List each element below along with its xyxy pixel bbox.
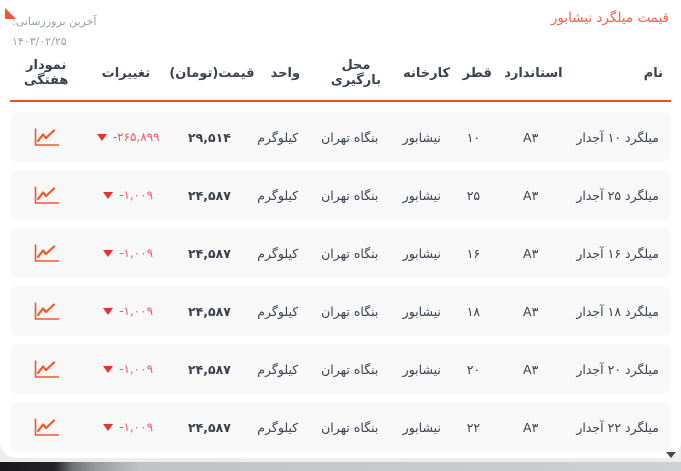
price-table: نام استاندارد قطر کارخانه محل بارگیری وا… <box>10 58 671 452</box>
line-chart-icon[interactable] <box>33 127 60 148</box>
bottom-strip <box>0 462 681 471</box>
table-row: میلگرد ۱۸ آجدار A۳ ۱۸ نیشابور بنگاه تهرا… <box>10 286 671 336</box>
table-row: میلگرد ۲۲ آجدار A۳ ۲۲ نیشابور بنگاه تهرا… <box>10 402 671 452</box>
cell-factory: نیشابور <box>402 303 441 319</box>
cell-price: ۲۴,۵۸۷ <box>187 245 231 261</box>
page-title: قیمت میلگرد نیشابور <box>550 10 669 26</box>
cell-standard: A۳ <box>523 245 539 261</box>
scroll-down-arrow-icon[interactable] <box>666 452 676 458</box>
cell-name: میلگرد ۱۰ آجدار <box>576 129 659 145</box>
cell-diameter: ۱۶ <box>466 245 481 261</box>
cell-diameter: ۱۰ <box>466 129 481 145</box>
header-price: قیمت(تومان) <box>169 65 255 81</box>
cell-standard: A۳ <box>523 419 539 435</box>
price-table-card: قیمت میلگرد نیشابور آخرین بروزرسانی: ۱۴۰… <box>0 0 681 458</box>
line-chart-icon[interactable] <box>33 359 60 380</box>
cell-chart <box>10 127 84 148</box>
header-standard: استاندارد <box>504 65 563 81</box>
cell-unit: کیلوگرم <box>257 187 299 203</box>
cell-factory: نیشابور <box>402 129 441 145</box>
cell-loading: بنگاه تهران <box>321 303 379 319</box>
cell-change: -۱,۰۰۹ <box>84 362 173 376</box>
table-row: میلگرد ۱۰ آجدار A۳ ۱۰ نیشابور بنگاه تهرا… <box>10 112 671 162</box>
cell-diameter: ۱۸ <box>466 303 481 319</box>
table-row: میلگرد ۱۶ آجدار A۳ ۱۶ نیشابور بنگاه تهرا… <box>10 228 671 278</box>
header-change: تغییرات <box>101 65 151 81</box>
line-chart-icon[interactable] <box>33 301 60 322</box>
cell-name: میلگرد ۱۶ آجدار <box>576 245 659 261</box>
cell-factory: نیشابور <box>402 245 441 261</box>
change-value: -۲۶۵,۸۹۹ <box>112 130 160 144</box>
cell-standard: A۳ <box>523 129 539 145</box>
last-update-label: آخرین بروزرسانی: <box>12 15 97 28</box>
cell-unit: کیلوگرم <box>257 129 299 145</box>
cell-factory: نیشابور <box>402 187 441 203</box>
cell-price: ۲۹,۵۱۴ <box>187 129 231 145</box>
cell-name: میلگرد ۲۲ آجدار <box>576 419 659 435</box>
cell-diameter: ۲۲ <box>466 419 481 435</box>
cell-chart <box>10 243 84 264</box>
change-value: -۱,۰۰۹ <box>119 420 154 434</box>
cell-loading: بنگاه تهران <box>321 129 379 145</box>
triangle-down-icon <box>103 191 114 199</box>
triangle-down-icon <box>103 423 114 431</box>
cell-change: -۱,۰۰۹ <box>84 304 173 318</box>
last-update-date: ۱۴۰۳/۰۲/۲۵ <box>12 34 67 48</box>
cell-name: میلگرد ۲۵ آجدار <box>576 187 659 203</box>
cell-unit: کیلوگرم <box>257 361 299 377</box>
cell-price: ۲۴,۵۸۷ <box>187 419 231 435</box>
cell-standard: A۳ <box>523 303 539 319</box>
cell-unit: کیلوگرم <box>257 303 299 319</box>
table-body: میلگرد ۱۰ آجدار A۳ ۱۰ نیشابور بنگاه تهرا… <box>10 112 671 452</box>
cell-change: -۱,۰۰۹ <box>84 420 173 434</box>
change-value: -۱,۰۰۹ <box>119 188 154 202</box>
cell-unit: کیلوگرم <box>257 245 299 261</box>
cell-standard: A۳ <box>523 361 539 377</box>
change-value: -۱,۰۰۹ <box>119 362 154 376</box>
cell-chart <box>10 359 84 380</box>
cell-chart <box>10 417 84 438</box>
corner-ribbon-icon <box>5 8 16 19</box>
table-row: میلگرد ۲۰ آجدار A۳ ۲۰ نیشابور بنگاه تهرا… <box>10 344 671 394</box>
header-unit: واحد <box>270 65 301 81</box>
cell-name: میلگرد ۱۸ آجدار <box>576 303 659 319</box>
line-chart-icon[interactable] <box>33 185 60 206</box>
change-value: -۱,۰۰۹ <box>119 246 154 260</box>
cell-price: ۲۴,۵۸۷ <box>187 303 231 319</box>
cell-name: میلگرد ۲۰ آجدار <box>576 361 659 377</box>
cell-chart <box>10 185 84 206</box>
cell-price: ۲۴,۵۸۷ <box>187 187 231 203</box>
cell-diameter: ۲۵ <box>466 187 481 203</box>
cell-change: -۱,۰۰۹ <box>84 246 173 260</box>
header-factory: کارخانه <box>403 65 451 81</box>
cell-change: -۲۶۵,۸۹۹ <box>84 130 173 144</box>
header-name: نام <box>643 65 663 81</box>
line-chart-icon[interactable] <box>33 243 60 264</box>
cell-unit: کیلوگرم <box>257 419 299 435</box>
table-header-row: نام استاندارد قطر کارخانه محل بارگیری وا… <box>10 58 671 102</box>
cell-change: -۱,۰۰۹ <box>84 188 173 202</box>
cell-price: ۲۴,۵۸۷ <box>187 361 231 377</box>
cell-loading: بنگاه تهران <box>321 245 379 261</box>
cell-factory: نیشابور <box>402 361 441 377</box>
cell-loading: بنگاه تهران <box>321 187 379 203</box>
cell-chart <box>10 301 84 322</box>
line-chart-icon[interactable] <box>33 417 60 438</box>
cell-loading: بنگاه تهران <box>321 361 379 377</box>
cell-loading: بنگاه تهران <box>321 419 379 435</box>
cell-standard: A۳ <box>523 187 539 203</box>
table-row: میلگرد ۲۵ آجدار A۳ ۲۵ نیشابور بنگاه تهرا… <box>10 170 671 220</box>
last-update: آخرین بروزرسانی: ۱۴۰۳/۰۲/۲۵ <box>12 12 96 52</box>
triangle-down-icon <box>103 249 114 257</box>
triangle-down-icon <box>103 307 114 315</box>
header-weekly-chart: نمودار هفتگی <box>24 58 69 88</box>
change-value: -۱,۰۰۹ <box>119 304 154 318</box>
triangle-down-icon <box>96 133 107 141</box>
header-diameter: قطر <box>462 65 492 81</box>
cell-diameter: ۲۰ <box>466 361 481 377</box>
cell-factory: نیشابور <box>402 419 441 435</box>
triangle-down-icon <box>103 365 114 373</box>
header-loading: محل بارگیری <box>330 58 382 88</box>
